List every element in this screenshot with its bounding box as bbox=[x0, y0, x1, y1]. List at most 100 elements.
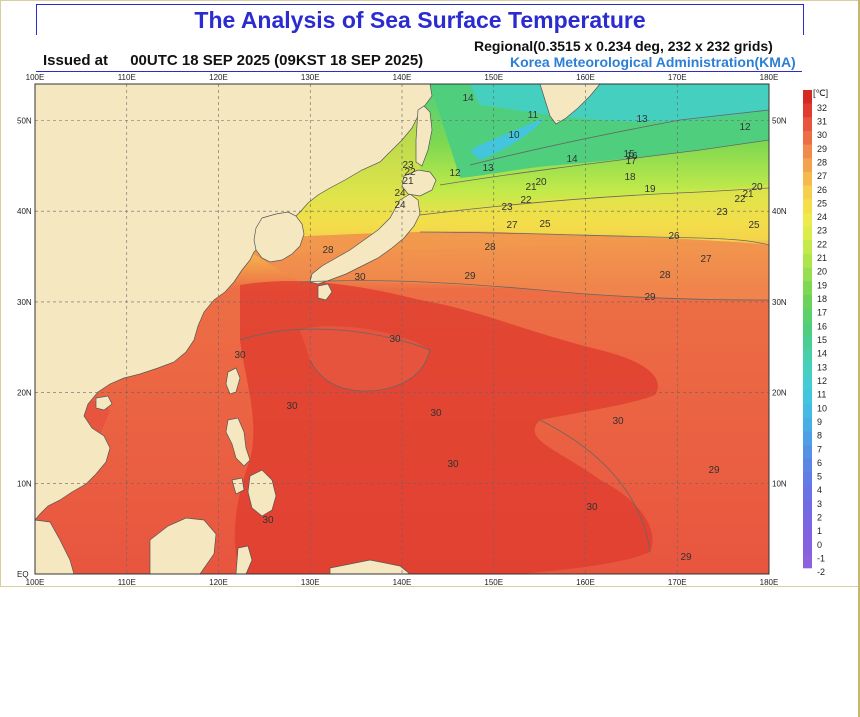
asia-mainland bbox=[35, 84, 433, 521]
isotherm-label: 24 bbox=[394, 200, 406, 211]
kyushu bbox=[317, 283, 333, 301]
legend-value: 9 bbox=[817, 417, 822, 427]
lon-label-top: 150E bbox=[484, 73, 503, 82]
isotherm-label: 26 bbox=[668, 231, 680, 242]
isotherm-label: 22 bbox=[520, 195, 532, 206]
legend-value: 5 bbox=[817, 472, 822, 482]
legend-value: 4 bbox=[817, 485, 822, 495]
lon-label-bottom: 140E bbox=[393, 578, 412, 587]
legend-swatch bbox=[803, 199, 812, 214]
legend-swatch bbox=[803, 486, 812, 501]
legend-value: 15 bbox=[817, 335, 827, 345]
legend-value: 19 bbox=[817, 280, 827, 290]
lon-label-bottom: 150E bbox=[484, 578, 503, 587]
legend-value: 18 bbox=[817, 294, 827, 304]
lon-label-bottom: 110E bbox=[118, 578, 136, 587]
isotherm-label: 25 bbox=[539, 219, 551, 230]
isotherm-label: 19 bbox=[644, 184, 656, 195]
legend-swatch bbox=[803, 445, 812, 460]
lat-label-right: 10N bbox=[772, 479, 787, 488]
legend-swatch bbox=[803, 363, 812, 378]
new-guinea bbox=[329, 559, 411, 574]
map-area bbox=[35, 84, 769, 574]
legend-value: 30 bbox=[817, 130, 827, 140]
isotherm-label: 30 bbox=[286, 401, 298, 412]
lon-label-top: 180E bbox=[760, 73, 779, 82]
isotherm-label: 17 bbox=[625, 156, 637, 167]
legend-value: 28 bbox=[817, 157, 827, 167]
map-border bbox=[34, 83, 770, 575]
isotherm-label: 30 bbox=[234, 350, 246, 361]
legend-value: 31 bbox=[817, 116, 827, 126]
lat-label-left: 10N bbox=[17, 479, 32, 488]
isotherm-label: 29 bbox=[680, 552, 692, 563]
legend-value: 0 bbox=[817, 540, 822, 550]
legend-value: 22 bbox=[817, 239, 827, 249]
lon-label-top: 130E bbox=[301, 73, 320, 82]
isotherm-label: 20 bbox=[751, 182, 763, 193]
isotherm-label: 29 bbox=[708, 465, 720, 476]
isotherm-label: 30 bbox=[612, 416, 624, 427]
legend-value: -2 bbox=[817, 567, 825, 577]
legend-value: 13 bbox=[817, 362, 827, 372]
legend-value: 16 bbox=[817, 321, 827, 331]
hainan bbox=[95, 395, 113, 411]
legend-value: 11 bbox=[817, 390, 826, 400]
lon-label-top: 100E bbox=[26, 73, 45, 82]
legend-value: 1 bbox=[817, 526, 822, 536]
page-border bbox=[858, 0, 860, 717]
taiwan bbox=[225, 367, 241, 395]
isotherm-label: 28 bbox=[484, 242, 496, 253]
isotherm-label: 30 bbox=[430, 408, 442, 419]
issued-info: Issued at 00UTC 18 SEP 2025 (09KST 18 SE… bbox=[43, 52, 423, 69]
borneo bbox=[149, 517, 217, 574]
legend-swatch bbox=[803, 376, 812, 391]
legend-swatch bbox=[803, 554, 812, 569]
visayas bbox=[231, 477, 245, 495]
isotherm-label: 11 bbox=[528, 110, 539, 121]
legend-value: 20 bbox=[817, 267, 827, 277]
lon-label-top: 120E bbox=[209, 73, 228, 82]
cold-eddy bbox=[470, 118, 545, 160]
latitude-labels-left: EQ 10N 20N 30N 40N 50N bbox=[17, 116, 32, 579]
issued-time: 00UTC 18 SEP 2025 (09KST 18 SEP 2025) bbox=[130, 52, 424, 69]
malay-peninsula bbox=[35, 519, 75, 574]
legend-swatch bbox=[803, 144, 812, 159]
lon-label-bottom: 130E bbox=[301, 578, 320, 587]
hokkaido bbox=[401, 169, 437, 197]
legend-swatch bbox=[803, 240, 812, 255]
legend-value: 26 bbox=[817, 185, 827, 195]
isotherm-label: 22 bbox=[734, 194, 746, 205]
latitude-labels-right: 10N 20N 30N 40N 50N bbox=[772, 116, 787, 488]
legend-value: 24 bbox=[817, 212, 827, 222]
legend-value: 7 bbox=[817, 444, 822, 454]
legend-value: 12 bbox=[817, 376, 827, 386]
sakhalin bbox=[415, 105, 433, 167]
lon-label-bottom: 100E bbox=[26, 578, 45, 587]
legend-swatch bbox=[803, 171, 812, 186]
legend-swatch bbox=[803, 417, 812, 432]
lat-label-right: 30N bbox=[772, 298, 787, 307]
lon-label-top: 170E bbox=[668, 73, 687, 82]
legend-swatch bbox=[803, 322, 812, 337]
isotherm-label: 23 bbox=[402, 160, 414, 171]
legend-swatch bbox=[803, 390, 812, 405]
isotherm-label: 16 bbox=[626, 151, 638, 162]
isotherm-label: 21 bbox=[402, 176, 414, 187]
agency-name: Korea Meteorological Administration(KMA) bbox=[510, 54, 796, 70]
legend-value: 29 bbox=[817, 144, 827, 154]
legend-value: 25 bbox=[817, 198, 827, 208]
sulawesi bbox=[235, 545, 253, 574]
lon-label-top: 140E bbox=[393, 73, 412, 82]
legend-swatch bbox=[803, 527, 812, 541]
legend-swatch bbox=[803, 158, 812, 173]
legend-value: 8 bbox=[817, 431, 822, 441]
korea bbox=[253, 211, 305, 263]
isotherm-label: 21 bbox=[525, 182, 537, 193]
legend-value: 32 bbox=[817, 103, 827, 113]
isotherm-label: 30 bbox=[262, 515, 274, 526]
lat-label-left: 50N bbox=[17, 116, 32, 125]
legend-value: 2 bbox=[817, 513, 822, 523]
page-title: The Analysis of Sea Surface Temperature bbox=[36, 4, 804, 35]
